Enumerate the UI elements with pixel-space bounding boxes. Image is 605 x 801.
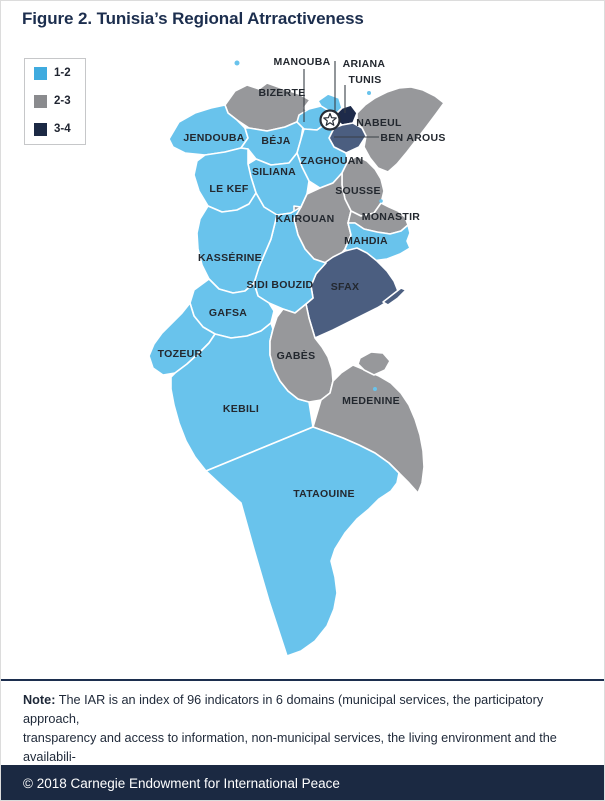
label-gafsa: GAFSA (209, 307, 247, 319)
label-tataouine: TATAOUINE (293, 488, 355, 500)
island-dot-gulf-of-tunis (367, 91, 371, 95)
region-tataouine (205, 426, 400, 657)
island-dot-medenine (373, 387, 377, 391)
legend-swatch-blue (34, 66, 47, 80)
label-le-kef: LE KEF (209, 183, 248, 195)
label-kasserine: KASSÉRINE (198, 251, 262, 264)
capital-star-icon (319, 109, 341, 131)
legend-label: 3-4 (54, 123, 71, 135)
label-sousse: SOUSSE (335, 185, 381, 197)
label-sfax: SFAX (331, 281, 360, 293)
label-manouba: MANOUBA (274, 56, 331, 68)
label-kairouan: KAIROUAN (276, 213, 335, 225)
label-gabes: GABÈS (277, 349, 316, 362)
region-le-kef (193, 147, 257, 213)
label-kebili: KEBILI (223, 403, 259, 415)
label-ben-arous: BEN AROUS (380, 132, 445, 144)
region-kasserine (196, 192, 278, 294)
legend-box: 1-2 2-3 3-4 (24, 58, 86, 145)
label-beja: BÉJA (261, 134, 290, 147)
island-dot-north (234, 60, 240, 66)
region-kebili (170, 322, 314, 472)
note-label: Note: (23, 693, 56, 707)
label-jendouba: JENDOUBA (183, 132, 244, 144)
label-mahdia: MAHDIA (344, 235, 388, 247)
legend-label: 2-3 (54, 95, 71, 107)
region-nabeul (356, 86, 445, 173)
label-siliana: SILIANA (252, 166, 296, 178)
label-nabeul: NABEUL (356, 117, 402, 129)
legend-swatch-navy (34, 122, 47, 136)
note-line: transparency and access to information, … (23, 731, 557, 764)
label-bizerte: BIZERTE (258, 87, 305, 99)
tunisia-map: MANOUBA ARIANA TUNIS BIZERTE NABEUL BEN … (148, 56, 445, 657)
footer-bar: © 2018 Carnegie Endowment for Internatio… (1, 765, 604, 800)
divider-rule (1, 679, 604, 681)
island-kerkennah (382, 287, 407, 306)
label-zaghouan: ZAGHOUAN (300, 155, 363, 167)
figure-title: Figure 2. Tunisia’s Regional Atrractiven… (22, 9, 364, 28)
label-tunis: TUNIS (349, 74, 382, 86)
legend-item-3-4: 3-4 (25, 115, 85, 143)
label-tozeur: TOZEUR (158, 348, 203, 360)
legend-swatch-gray (34, 94, 47, 108)
legend-label: 1-2 (54, 67, 71, 79)
label-monastir: MONASTIR (362, 211, 421, 223)
copyright-text: © 2018 Carnegie Endowment for Internatio… (23, 776, 340, 791)
legend-item-2-3: 2-3 (25, 87, 85, 115)
note-line: Note: The IAR is an index of 96 indicato… (23, 693, 544, 726)
label-sidi-bouzid: SIDI BOUZID (247, 279, 314, 291)
label-medenine: MEDENINE (342, 395, 400, 407)
region-medenine (312, 364, 425, 494)
island-dot-monastir (379, 199, 383, 203)
legend-item-1-2: 1-2 (25, 59, 85, 87)
island-djerba (357, 351, 391, 376)
label-ariana: ARIANA (343, 58, 386, 70)
region-tozeur (148, 302, 216, 376)
